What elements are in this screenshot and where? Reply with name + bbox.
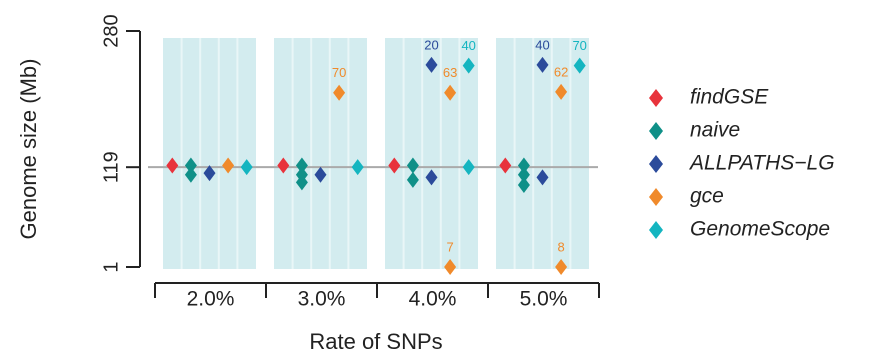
data-point [536,56,549,73]
data-point [203,165,216,182]
data-point [517,176,530,193]
y-axis-label: Genome size (Mb) [16,59,41,240]
data-point [295,174,308,191]
data-point [462,159,475,176]
data-point [462,57,475,74]
data-point [406,171,419,188]
panel [274,38,367,269]
legend-marker [649,122,663,140]
y-tick-label: 119 [100,151,122,183]
data-point [499,157,512,174]
legend-label: findGSE [690,86,769,109]
data-point [517,157,530,174]
data-point [277,157,290,174]
count-label: 40 [461,38,475,53]
data-point [222,157,235,174]
count-label: 40 [535,37,549,52]
data-point [536,169,549,186]
count-label: 70 [572,38,586,53]
data-point [184,157,197,174]
data-point [573,57,586,74]
data-point [333,84,346,101]
panel [385,38,478,269]
legend-marker [649,89,663,107]
legend-label: GenomeScope [690,218,830,241]
data-point [444,259,457,275]
legend-label: naive [690,119,740,142]
data-point [314,166,327,183]
count-label: 62 [554,64,568,79]
data-point [166,157,179,174]
legend-label: ALLPATHS−LG [688,152,835,175]
count-label: 63 [443,65,457,80]
legend-marker [649,221,663,239]
count-label: 20 [424,37,438,52]
data-point [351,159,364,176]
legend-marker [649,155,663,173]
count-label: 70 [332,65,346,80]
y-tick-label: 1 [100,261,122,272]
legend-marker [649,188,663,206]
data-point [555,259,568,275]
data-point [517,166,530,183]
panel [496,38,589,269]
data-point [425,169,438,186]
legend-label: gce [690,185,724,208]
data-point [295,157,308,174]
x-axis-label: Rate of SNPs [309,329,442,354]
panel [163,38,256,269]
x-tick-label: 2.0% [187,288,235,311]
data-point [406,157,419,174]
data-point [184,166,197,183]
data-point [555,83,568,100]
x-tick-label: 3.0% [298,288,346,311]
data-point [240,159,253,176]
data-point [388,157,401,174]
count-label: 7 [446,239,453,254]
x-tick-label: 5.0% [520,288,568,311]
y-tick-label: 280 [100,14,122,47]
count-label: 8 [557,239,564,254]
x-tick-label: 4.0% [409,288,457,311]
data-point [444,84,457,101]
data-point [425,56,438,73]
